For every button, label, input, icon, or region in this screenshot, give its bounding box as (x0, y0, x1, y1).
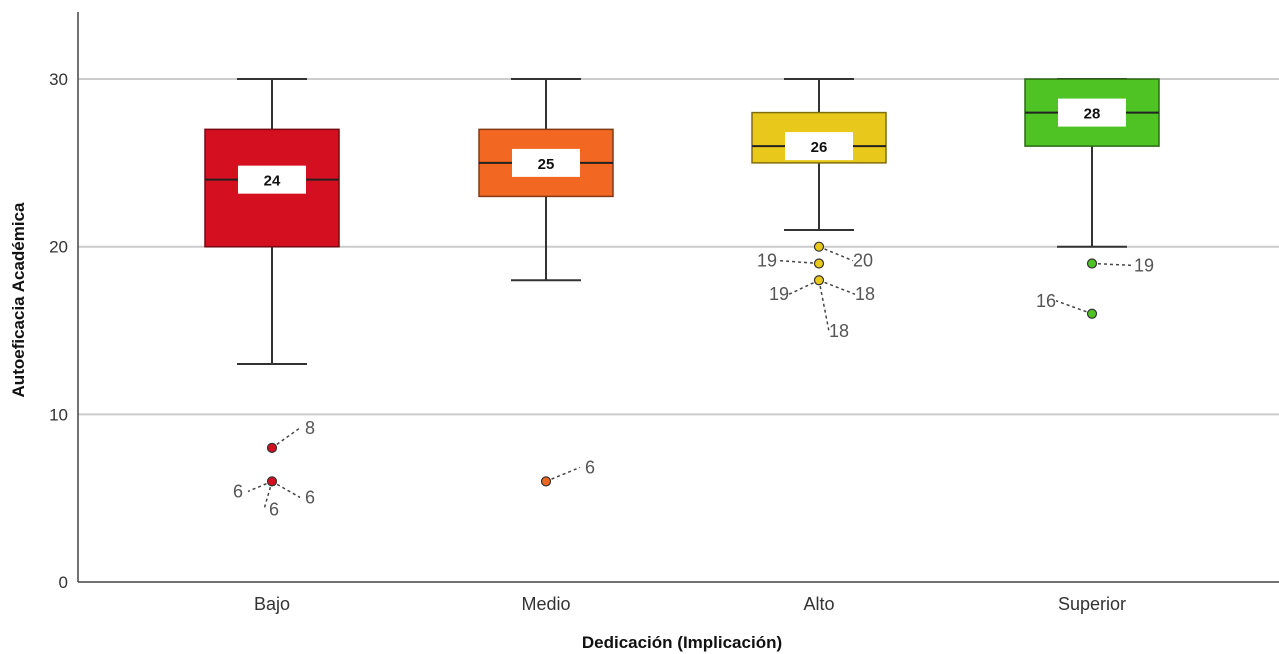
outlier-leader-line (247, 480, 273, 493)
median-label: 24 (264, 173, 281, 190)
outlier-leader-line (818, 246, 854, 262)
y-tick-label: 30 (49, 70, 68, 89)
median-label: 28 (1084, 106, 1101, 123)
outlier-leader-line (271, 480, 301, 499)
outlier-label: 6 (585, 457, 595, 477)
outlier-leader-line (1055, 300, 1093, 315)
outlier-label: 6 (269, 499, 279, 519)
outlier-label: 6 (233, 481, 243, 501)
axes (77, 12, 1279, 583)
box-alto: 26 20 19 19 18 18 (751, 78, 887, 341)
box-medio: 25 6 (478, 78, 614, 487)
outlier-label: 19 (769, 284, 789, 304)
x-tick-label: Alto (803, 594, 834, 614)
outlier-leader-line (271, 427, 301, 449)
outlier-label: 18 (829, 321, 849, 341)
outlier-point (813, 258, 825, 269)
median-label-box (512, 148, 580, 177)
outlier-leader-line (545, 466, 581, 483)
x-tick-label: Bajo (254, 594, 290, 614)
outlier-leader-line (818, 279, 856, 295)
outlier-leader-line (776, 259, 820, 265)
x-tick-labels: Bajo Medio Alto Superior (254, 594, 1126, 614)
outlier-point (813, 275, 825, 286)
outlier-label: 19 (757, 250, 777, 270)
y-axis-title: Autoeficacia Académica (9, 202, 28, 397)
y-tick-label: 20 (49, 238, 68, 257)
outlier-label: 19 (1134, 255, 1154, 275)
iqr-box (204, 128, 340, 248)
outlier-leader-line (263, 481, 273, 510)
median-label-box (1058, 98, 1126, 127)
outlier-point (266, 476, 278, 487)
x-tick-label: Medio (521, 594, 570, 614)
median-label: 26 (811, 139, 828, 156)
median-label-box (238, 165, 306, 194)
outlier-label: 6 (305, 487, 315, 507)
outlier-point (813, 241, 825, 252)
boxes: 24 8 6 6 6 25 6 26 20 19 19 18 18 28 19 16 (204, 78, 1160, 519)
outlier-leader-line (818, 280, 830, 332)
y-tick-label: 0 (59, 573, 68, 592)
y-tick-label: 10 (49, 405, 68, 424)
median-label-box (785, 132, 853, 161)
median-label: 25 (538, 156, 555, 173)
x-axis-title: Dedicación (Implicación) (582, 633, 782, 652)
box-superior: 28 19 16 (1024, 78, 1160, 319)
box-bajo: 24 8 6 6 6 (204, 78, 340, 519)
outlier-point (1086, 258, 1098, 269)
y-tick-labels: 0 10 20 30 (49, 70, 68, 592)
x-tick-label: Superior (1058, 594, 1126, 614)
outlier-point (540, 476, 552, 487)
outlier-point (266, 442, 278, 453)
outlier-label: 16 (1036, 291, 1056, 311)
outlier-point (1086, 308, 1098, 319)
outlier-leader-line (1091, 262, 1135, 267)
outlier-label: 20 (853, 251, 873, 271)
outlier-label: 18 (855, 284, 875, 304)
outlier-label: 8 (305, 418, 315, 438)
